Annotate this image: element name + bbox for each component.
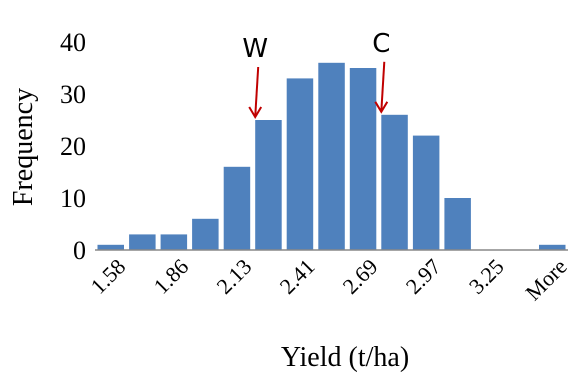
x-tick-label: 3.25	[464, 254, 509, 299]
x-tick-label: 2.69	[338, 254, 383, 299]
bar-1	[129, 234, 156, 250]
bar-10	[412, 135, 440, 250]
x-tick-labels: 1.58 1.86 2.13 2.41 2.69 2.97 3.25 More	[85, 254, 568, 305]
annotation-label: W	[242, 34, 268, 64]
x-tick-label: 2.13	[212, 254, 257, 299]
bar-5	[255, 120, 282, 250]
bar-3	[192, 218, 219, 250]
bar-11	[444, 198, 471, 250]
annotation-arrow-shaft	[254, 66, 260, 118]
bar-14	[539, 244, 566, 250]
x-tick-label: 1.86	[148, 254, 193, 299]
annotation-arrow-head	[374, 101, 389, 114]
bar-7	[318, 62, 345, 250]
y-tick-label: 10	[60, 184, 86, 213]
bar-2	[160, 234, 188, 250]
y-tick-label: 30	[60, 80, 86, 109]
bar-9	[381, 114, 408, 250]
x-tick-label: 2.41	[275, 254, 320, 299]
annotation-arrow-head	[248, 106, 263, 119]
bars-group	[97, 62, 566, 251]
annotation-arrow-shaft	[380, 61, 386, 112]
bar-0	[97, 244, 124, 250]
y-tick-label: 40	[60, 28, 86, 57]
x-tick-label: 1.58	[85, 254, 130, 299]
y-tick-label: 0	[73, 236, 86, 265]
x-axis-title: Yield (t/ha)	[281, 342, 409, 373]
y-axis-title: Frequency	[8, 88, 39, 206]
annotation-label: C	[372, 29, 390, 59]
bar-8	[349, 68, 377, 250]
x-tick-label: 2.97	[401, 254, 446, 299]
y-tick-labels: 0 10 20 30 40	[60, 28, 86, 265]
bar-6	[286, 78, 314, 251]
y-tick-label: 20	[60, 132, 86, 161]
x-tick-label: More	[520, 254, 568, 305]
bar-4	[223, 166, 251, 250]
